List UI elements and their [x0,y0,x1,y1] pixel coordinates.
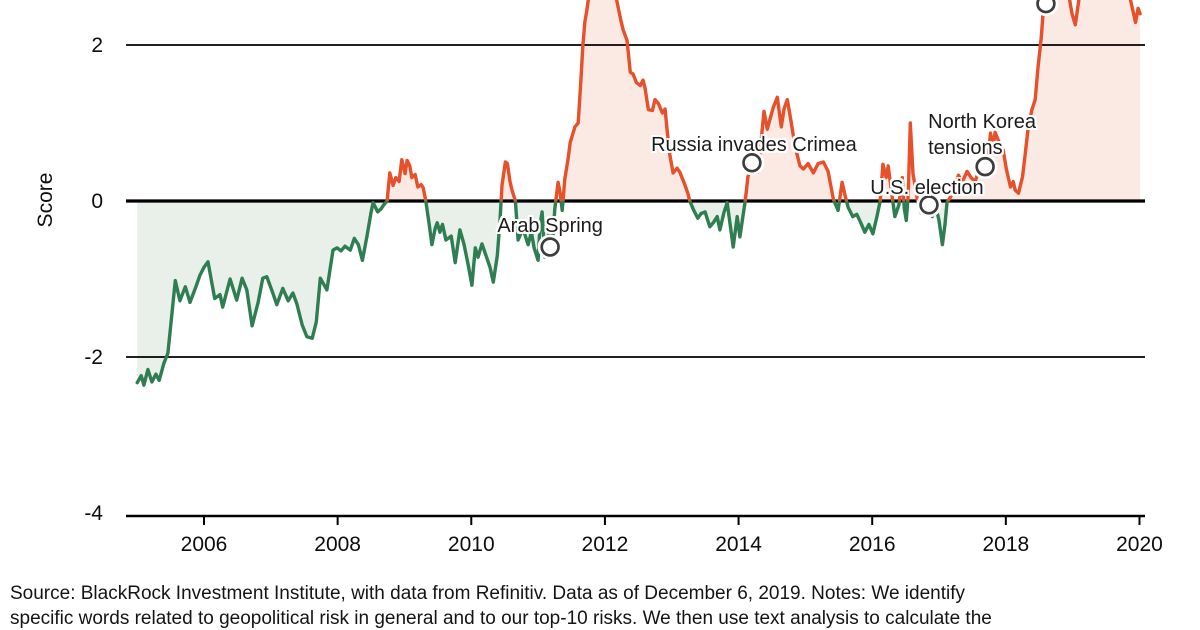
annotation-label: North Korea tensions [928,110,1036,159]
x-tick-label: 2010 [448,533,495,556]
x-tick-label: 2006 [181,533,228,556]
source-note-line2: specific words related to geopolitical r… [10,608,992,629]
x-tick-label: 2014 [715,533,762,556]
source-note-line1: Source: BlackRock Investment Institute, … [10,583,966,604]
event-marker-circle [919,195,939,215]
event-marker-circle [540,237,560,257]
x-tick-label: 2020 [1116,533,1163,556]
event-marker-circle [1036,0,1056,14]
x-tick-label: 2018 [982,533,1029,556]
source-note: Source: BlackRock Investment Institute, … [10,581,1195,630]
event-marker-halo [1033,0,1059,17]
area-fill-negative [137,201,1141,386]
y-axis-title: Score [34,173,57,228]
event-marker-circle [975,156,995,177]
annotation-label: Russia invades Crimea [651,133,857,156]
x-tick-label: 2012 [582,533,629,556]
risk-line-positive [372,0,1142,201]
annotation-label: U.S. election [870,176,984,199]
annotation-label: Arab Spring [497,215,603,238]
x-tick-label: 2016 [849,533,896,556]
event-marker-halo [916,192,942,218]
y-tick-label: -2 [84,346,103,369]
area-fill-positive [137,0,1141,201]
event-marker-circle [742,153,762,173]
event-marker-halo [739,150,765,176]
y-tick-label: 2 [91,34,103,57]
risk-line-negative [135,201,950,387]
event-marker-halo [537,234,563,260]
x-tick-label: 2008 [314,533,361,556]
event-marker-halo [972,154,998,180]
y-tick-label: -4 [84,502,103,525]
y-tick-label: 0 [91,190,103,213]
